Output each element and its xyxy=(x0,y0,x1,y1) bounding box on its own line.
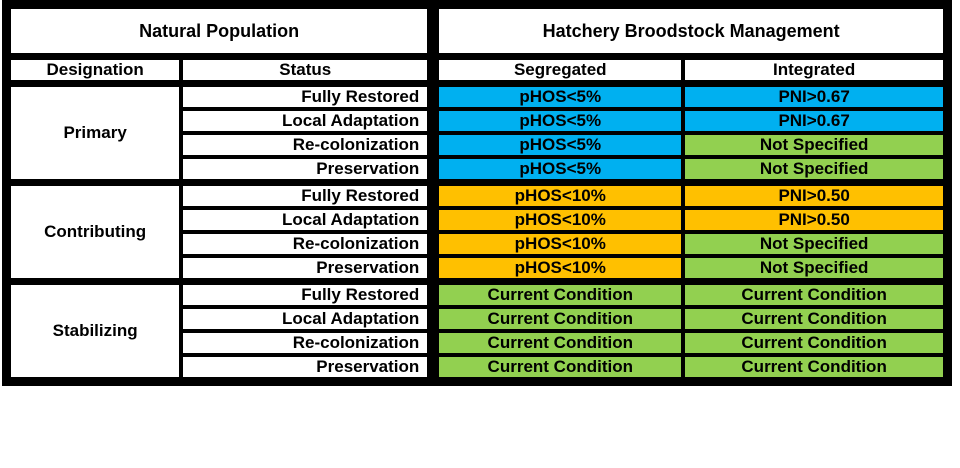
integrated-cell: Current Condition xyxy=(681,305,950,333)
status-cell: Fully Restored xyxy=(179,278,440,309)
status-cell: Fully Restored xyxy=(179,179,440,210)
segregated-cell: pHOS<5% xyxy=(431,80,686,111)
integrated-cell: PNI>0.67 xyxy=(681,107,950,135)
segregated-cell: pHOS<10% xyxy=(431,254,686,284)
status-cell: Local Adaptation xyxy=(179,206,440,234)
segregated-cell: Current Condition xyxy=(431,353,686,384)
population-management-table: Natural Population Hatchery Broodstock M… xyxy=(2,0,952,386)
segregated-cell: Current Condition xyxy=(431,305,686,333)
integrated-cell: Current Condition xyxy=(681,329,950,357)
segregated-cell: pHOS<10% xyxy=(431,230,686,258)
designation-cell-contributing: Contributing xyxy=(4,179,184,284)
status-cell: Re-colonization xyxy=(179,329,440,357)
segregated-cell: pHOS<10% xyxy=(431,206,686,234)
column-header-segregated: Segregated xyxy=(431,54,686,87)
designation-cell-stabilizing: Stabilizing xyxy=(4,278,184,384)
segregated-cell: pHOS<5% xyxy=(431,107,686,135)
column-header-integrated: Integrated xyxy=(681,54,950,87)
header-natural-population: Natural Population xyxy=(4,2,440,60)
segregated-cell: pHOS<10% xyxy=(431,179,686,210)
segregated-cell: pHOS<5% xyxy=(431,131,686,159)
integrated-cell: Not Specified xyxy=(681,254,950,284)
integrated-cell: Not Specified xyxy=(681,131,950,159)
integrated-cell: Not Specified xyxy=(681,230,950,258)
status-cell: Preservation xyxy=(179,353,440,384)
integrated-cell: Current Condition xyxy=(681,353,950,384)
status-cell: Re-colonization xyxy=(179,131,440,159)
designation-cell-primary: Primary xyxy=(4,80,184,185)
segregated-cell: pHOS<5% xyxy=(431,155,686,185)
status-cell: Re-colonization xyxy=(179,230,440,258)
integrated-cell: PNI>0.50 xyxy=(681,206,950,234)
segregated-cell: Current Condition xyxy=(431,329,686,357)
column-header-designation: Designation xyxy=(4,54,184,87)
status-cell: Local Adaptation xyxy=(179,107,440,135)
integrated-cell: Current Condition xyxy=(681,278,950,309)
segregated-cell: Current Condition xyxy=(431,278,686,309)
integrated-cell: PNI>0.50 xyxy=(681,179,950,210)
status-cell: Preservation xyxy=(179,155,440,185)
header-hatchery-broodstock-management: Hatchery Broodstock Management xyxy=(431,2,950,60)
status-cell: Preservation xyxy=(179,254,440,284)
integrated-cell: Not Specified xyxy=(681,155,950,185)
status-cell: Fully Restored xyxy=(179,80,440,111)
status-cell: Local Adaptation xyxy=(179,305,440,333)
integrated-cell: PNI>0.67 xyxy=(681,80,950,111)
column-header-status: Status xyxy=(179,54,440,87)
